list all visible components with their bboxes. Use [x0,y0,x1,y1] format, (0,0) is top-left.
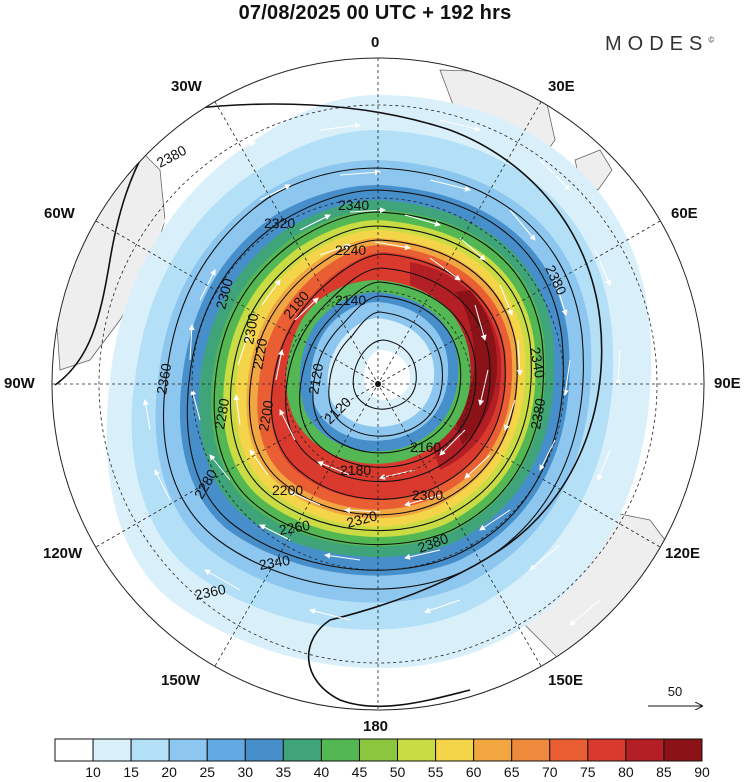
colorbar-tick-label: 55 [427,764,444,780]
lon-label-90w: 90W [4,375,35,392]
colorbar-swatch [473,738,513,762]
modes-logo: MODES© [605,33,714,56]
contour-label: 2260 [278,517,312,538]
contour-label: 2300 [240,312,261,346]
contour-label: 2160 [410,439,441,455]
contour-label: 2360 [193,581,227,603]
contour-label: 2200 [272,482,303,498]
contour-label: 2320 [264,215,295,231]
contour-label: 2220 [249,337,270,371]
contour-label: 2180 [340,462,371,478]
colorbar-tick-label: 90 [694,764,710,780]
reference-label: 50 [668,684,682,699]
colorbar-swatch [130,738,170,762]
contour-label: 2280 [211,397,232,431]
lon-label-0: 0 [371,34,380,51]
lon-label-120e: 120E [665,545,701,562]
contour-label: 2240 [335,242,366,258]
contour-label: 2300 [212,276,236,310]
colorbar-swatch [320,738,360,762]
contour-label: 2200 [255,399,276,433]
colorbar-tick-label: 45 [351,764,368,780]
height-contours [54,103,603,708]
contour-label: 2340 [258,552,292,573]
pole-marker [375,381,381,387]
contour-label: 2120 [305,362,326,396]
colorbar-tick-label: 30 [237,764,254,780]
lon-label-60e: 60E [671,205,698,222]
colorbar-swatch [435,738,475,762]
colorbar-swatch [244,738,284,762]
colorbar-tick-label: 20 [161,764,177,780]
lon-label-30w: 30W [171,78,202,95]
lon-label-90e: 90E [714,375,741,392]
colorbar-swatch [358,738,399,762]
contour-label: 2320 [345,507,379,531]
colorbar-tick-label: 40 [313,764,330,780]
shade-inner-10 [364,350,410,400]
colorbar-tick-label: 15 [123,764,139,780]
colorbar-swatch [625,738,665,762]
colorbar-swatch [549,738,589,762]
colorbar-swatch [206,738,246,762]
lon-label-30e: 30E [548,78,575,95]
colorbar-tick-label: 75 [580,764,596,780]
colorbar-swatch [282,738,322,762]
colorbar-tick-label: 50 [389,764,406,780]
contour-label: 2140 [335,292,366,308]
contour-label: 2380 [527,397,548,431]
colorbar-tick-label: 70 [541,764,558,780]
contour-label: 2300 [412,487,443,503]
lon-label-60w: 60W [44,205,75,222]
colorbar-tick-label: 60 [465,764,482,780]
colorbar-tick-label: 10 [85,764,101,780]
colorbar-swatch [587,738,627,762]
lon-label-150w: 150W [161,672,201,689]
wind-vectors [142,119,662,626]
lon-label-150e: 150E [548,672,584,689]
colorbar-swatch [92,738,132,762]
logo-copyright: © [708,35,715,45]
map-title: 07/08/2025 00 UTC + 192 hrs [238,2,512,24]
contour-label: 2340 [338,197,369,213]
colorbar-tick-label: 65 [503,764,520,780]
colorbar-swatch [54,738,94,762]
lon-label-180: 180 [363,718,389,735]
colorbar-swatch [511,738,551,762]
lon-label-120w: 120W [43,545,83,562]
colorbar-swatch [397,738,437,762]
contour-label: 2340 [527,346,548,380]
vector-reference: 50 [648,684,702,706]
logo-text: MODES [605,33,709,55]
colorbar [54,738,703,762]
colorbar-tick-label: 25 [199,764,216,780]
colorbar-tick-label: 35 [275,764,292,780]
colorbar-tick-label: 85 [656,764,672,780]
map-border [51,57,705,711]
contour-label: 2360 [153,362,174,396]
colorbar-tick-label: 80 [618,764,634,780]
colorbar-swatch [168,738,208,762]
colorbar-swatch [663,738,703,762]
